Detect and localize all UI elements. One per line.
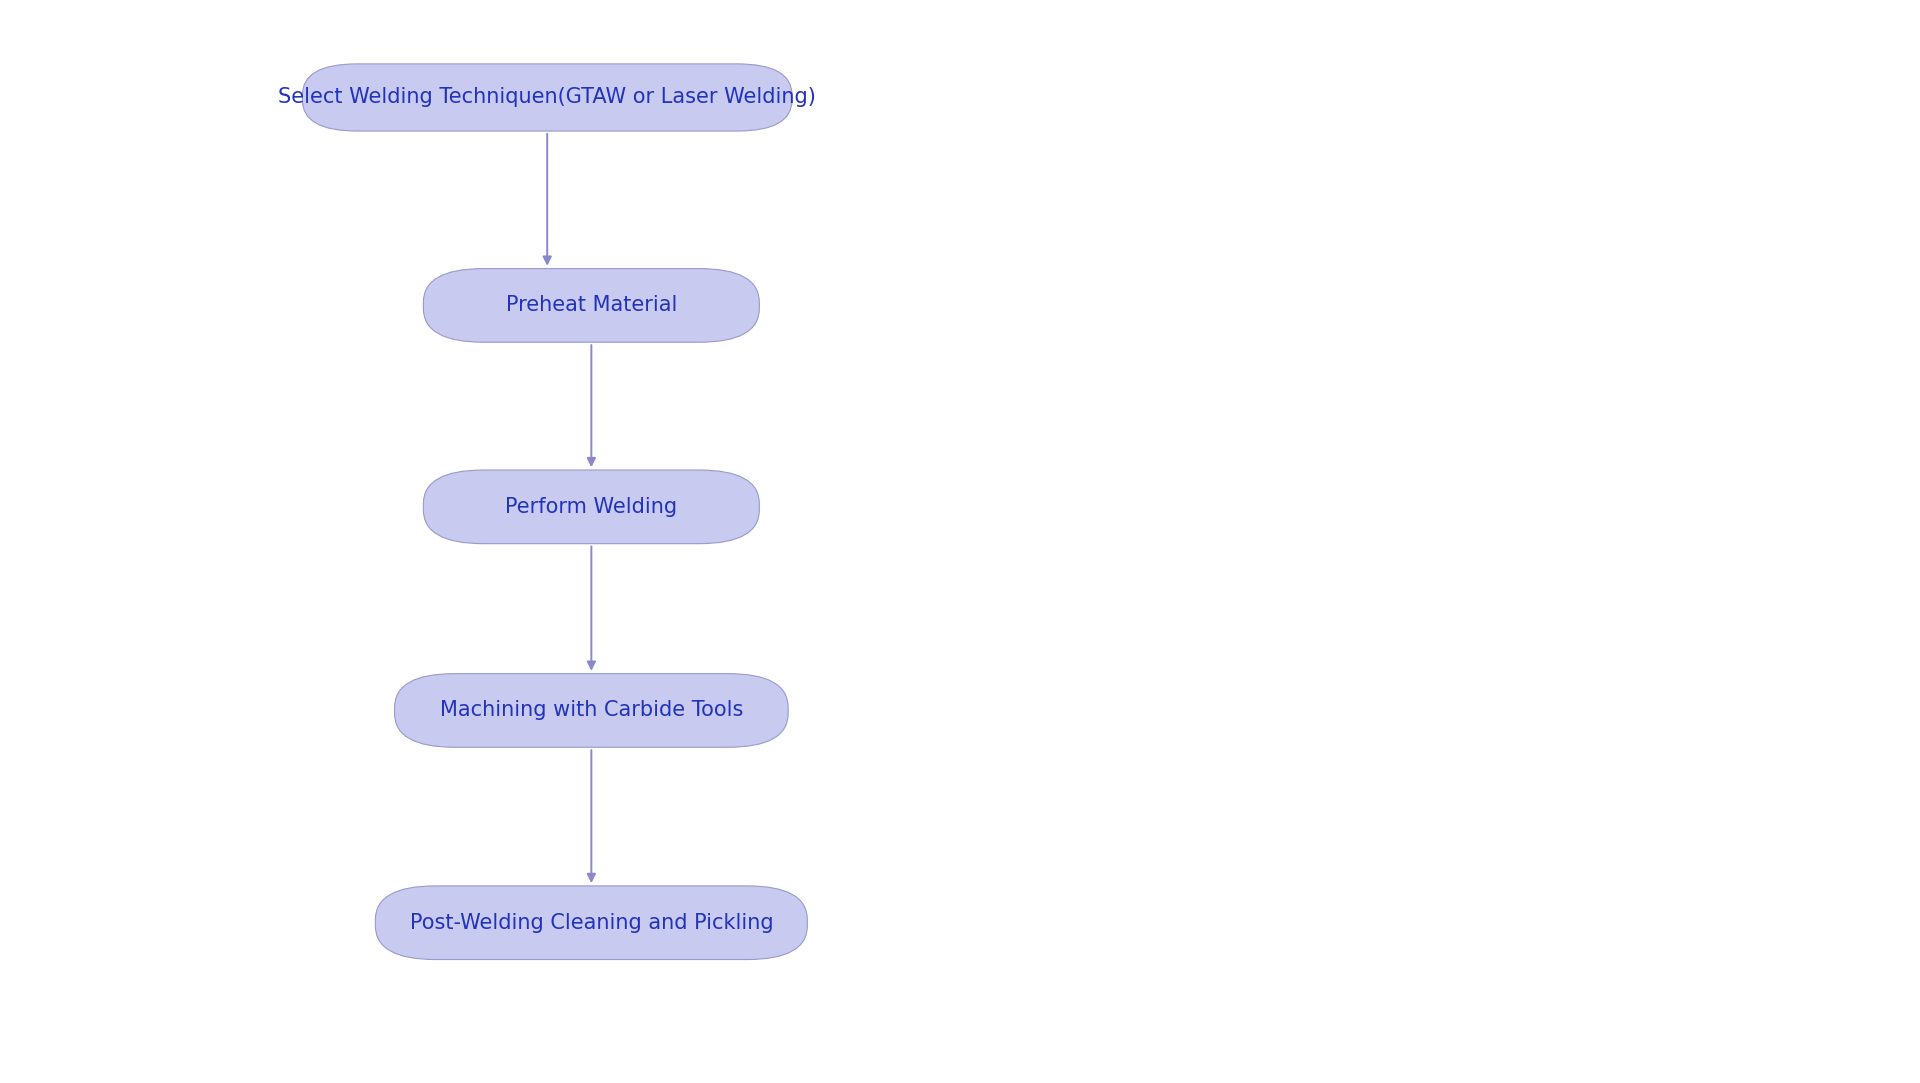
Text: Perform Welding: Perform Welding — [505, 497, 678, 517]
Text: Preheat Material: Preheat Material — [505, 296, 678, 315]
FancyBboxPatch shape — [376, 886, 806, 960]
FancyBboxPatch shape — [422, 470, 758, 544]
Text: Machining with Carbide Tools: Machining with Carbide Tools — [440, 701, 743, 720]
FancyBboxPatch shape — [396, 674, 787, 747]
FancyBboxPatch shape — [422, 269, 758, 342]
FancyBboxPatch shape — [301, 64, 791, 131]
Text: Post-Welding Cleaning and Pickling: Post-Welding Cleaning and Pickling — [409, 913, 774, 932]
Text: Select Welding Techniquen(GTAW or Laser Welding): Select Welding Techniquen(GTAW or Laser … — [278, 88, 816, 107]
